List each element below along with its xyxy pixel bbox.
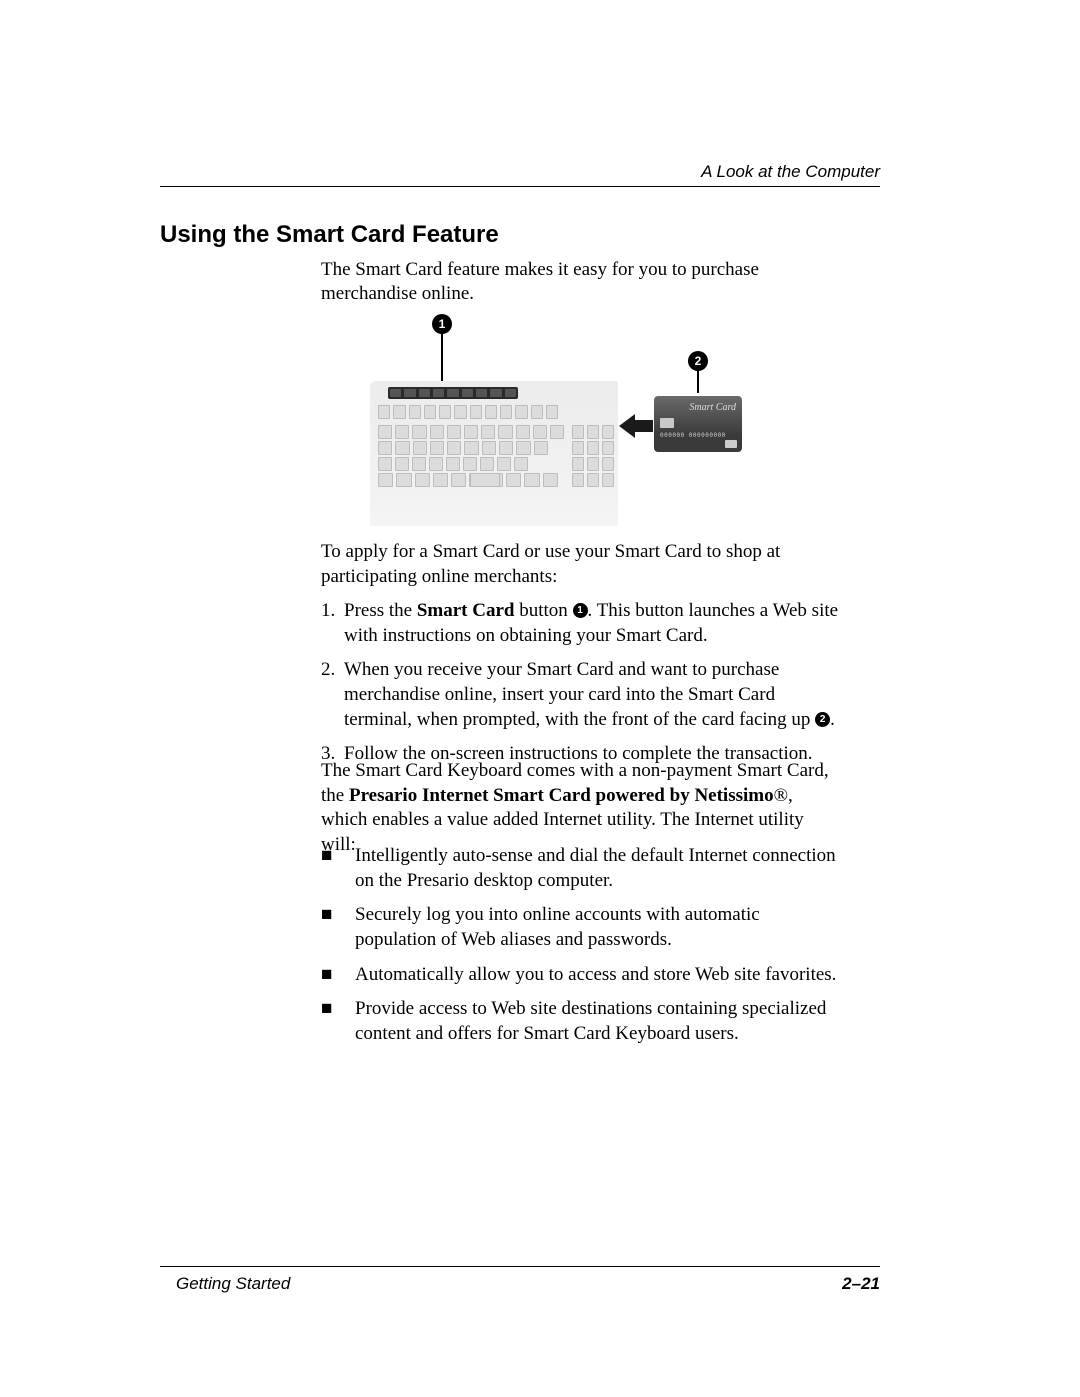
keyboard-row bbox=[378, 425, 564, 439]
step-text: button bbox=[514, 600, 572, 621]
keyboard-numpad-row bbox=[572, 457, 614, 471]
smart-card-chip-icon bbox=[660, 418, 674, 428]
numbered-steps: 1. Press the Smart Card button 1. This b… bbox=[321, 589, 841, 767]
bullet-icon: ■ bbox=[321, 963, 355, 988]
keyboard-illustration bbox=[370, 381, 618, 526]
bullet-text: Provide access to Web site destinations … bbox=[355, 997, 841, 1046]
callout-ref-icon: 1 bbox=[573, 603, 588, 618]
footer-page-number: 2–21 bbox=[842, 1274, 880, 1294]
step-item: 1. Press the Smart Card button 1. This b… bbox=[321, 599, 841, 648]
keyboard-row bbox=[378, 441, 548, 455]
keyboard-row bbox=[378, 457, 528, 471]
callout-badge: 2 bbox=[688, 351, 708, 371]
bullet-text: Automatically allow you to access and st… bbox=[355, 963, 841, 988]
keyboard-numpad-row bbox=[572, 441, 614, 455]
step-number: 1. bbox=[321, 599, 344, 648]
running-header: A Look at the Computer bbox=[701, 162, 880, 182]
step-text: . bbox=[830, 709, 835, 730]
callout-badge: 1 bbox=[432, 314, 452, 334]
intro-paragraph: The Smart Card feature makes it easy for… bbox=[321, 258, 821, 307]
smart-card-illustration: Smart Card 000000 000000000 bbox=[654, 396, 742, 452]
section-heading: Using the Smart Card Feature bbox=[160, 221, 499, 249]
bullet-text: Intelligently auto-sense and dial the de… bbox=[355, 844, 841, 893]
step-body: When you receive your Smart Card and wan… bbox=[344, 658, 841, 732]
bullet-item: ■ Securely log you into online accounts … bbox=[321, 903, 841, 952]
step-number: 2. bbox=[321, 658, 344, 732]
bullet-item: ■ Intelligently auto-sense and dial the … bbox=[321, 844, 841, 893]
feature-bullets: ■ Intelligently auto-sense and dial the … bbox=[321, 834, 841, 1047]
keyboard-row bbox=[378, 405, 558, 419]
callout-1-line bbox=[441, 334, 443, 387]
document-page: A Look at the Computer Using the Smart C… bbox=[0, 0, 1080, 1397]
header-rule bbox=[160, 186, 880, 187]
callout-ref-icon: 2 bbox=[815, 712, 830, 727]
keyboard-smartcard-figure: 1 2 bbox=[370, 314, 750, 526]
step-bold: Smart Card bbox=[417, 600, 515, 621]
footer-rule bbox=[160, 1266, 880, 1267]
bullet-icon: ■ bbox=[321, 903, 355, 952]
footer-book-title: Getting Started bbox=[176, 1274, 290, 1294]
keyboard-row bbox=[378, 473, 558, 487]
step-body: Press the Smart Card button 1. This butt… bbox=[344, 599, 841, 648]
keyboard-numpad-row bbox=[572, 425, 614, 439]
keyboard-spacebar bbox=[470, 473, 500, 487]
smart-card-sig-box bbox=[725, 440, 737, 448]
instructions-lead: To apply for a Smart Card or use your Sm… bbox=[321, 540, 841, 589]
callout-2-line bbox=[697, 371, 699, 393]
bullet-icon: ■ bbox=[321, 844, 355, 893]
para-bold: Presario Internet Smart Card powered by … bbox=[349, 785, 774, 806]
keyboard-media-bar bbox=[388, 387, 518, 399]
bullet-item: ■ Automatically allow you to access and … bbox=[321, 963, 841, 988]
smart-card-number: 000000 000000000 bbox=[660, 432, 726, 439]
step-text: When you receive your Smart Card and wan… bbox=[344, 659, 815, 729]
callout-2-badge: 2 bbox=[688, 351, 708, 371]
bullet-text: Securely log you into online accounts wi… bbox=[355, 903, 841, 952]
callout-1-badge: 1 bbox=[432, 314, 452, 334]
step-text: Press the bbox=[344, 600, 417, 621]
bullet-item: ■ Provide access to Web site destination… bbox=[321, 997, 841, 1046]
bullet-icon: ■ bbox=[321, 997, 355, 1046]
step-item: 2. When you receive your Smart Card and … bbox=[321, 658, 841, 732]
keyboard-numpad-row bbox=[572, 473, 614, 487]
smart-card-label: Smart Card bbox=[689, 402, 736, 413]
